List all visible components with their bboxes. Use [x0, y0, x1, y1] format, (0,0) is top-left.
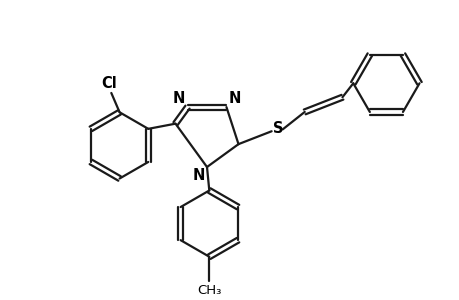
Text: Cl: Cl: [101, 76, 117, 91]
Text: N: N: [228, 91, 241, 106]
Text: N: N: [192, 168, 204, 183]
Text: N: N: [173, 91, 185, 106]
Text: CH₃: CH₃: [197, 284, 221, 297]
Text: S: S: [273, 121, 283, 136]
